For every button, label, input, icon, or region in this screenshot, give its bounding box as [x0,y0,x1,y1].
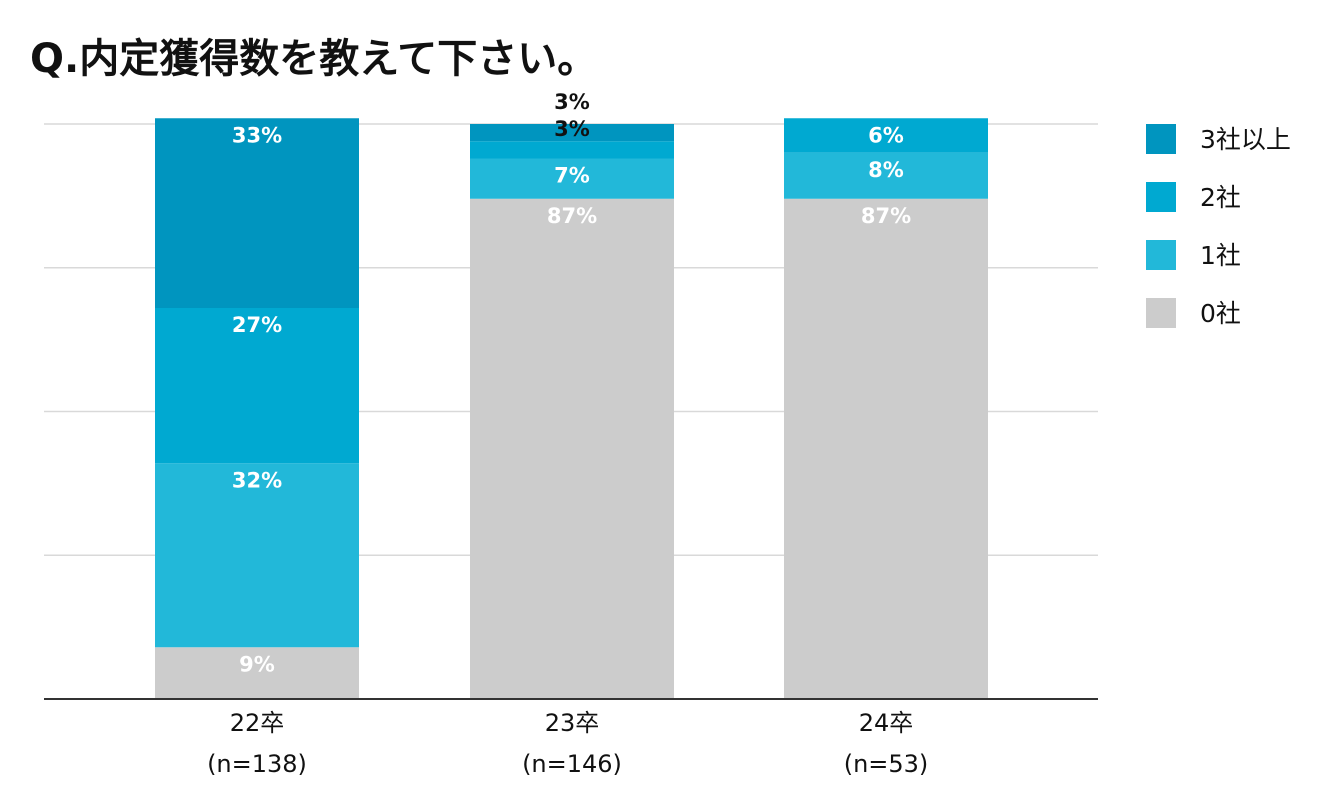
legend-label: 2社 [1200,183,1241,212]
legend: 3社以上 2社 1社 0社 [1146,124,1291,328]
legend-swatch [1146,240,1176,270]
bars [155,118,988,699]
chart-title: Q.内定獲得数を教えて下さい。 [30,36,598,82]
legend-swatch [1146,298,1176,328]
bar-segment [155,118,359,308]
data-label: 3% [554,90,590,114]
legend-label: 3社以上 [1200,125,1291,154]
data-label: 32% [232,468,282,492]
x-tick-label: 22卒 [230,709,285,737]
value-labels: 9% 32% 27% 33% 87% 7% 3% 3% 87% 8% 6% [232,90,911,676]
bar-segment [470,141,674,159]
legend-swatch [1146,124,1176,154]
x-tick-label: 23卒 [545,709,600,737]
legend-swatch [1146,182,1176,212]
bar-segment [470,158,674,199]
data-label: 33% [232,123,282,147]
data-label: 87% [547,204,597,228]
x-tick-sublabel: (n=146) [522,750,622,778]
x-tick-label: 24卒 [859,709,914,737]
bar-segment [155,647,359,699]
bar-segment [470,124,674,142]
x-tick-sublabel: (n=138) [207,750,307,778]
bar-segment [155,463,359,648]
x-tick-sublabel: (n=53) [844,750,929,778]
bar-segment [155,308,359,464]
bar-segment [784,198,988,699]
x-axis: 22卒 (n=138) 23卒 (n=146) 24卒 (n=53) [44,698,1098,778]
bar-segment [784,152,988,199]
bar-segment [784,118,988,153]
bar-segment [470,198,674,699]
data-label: 6% [868,123,904,147]
data-label: 87% [861,204,911,228]
data-label: 8% [868,158,904,182]
data-label: 27% [232,313,282,337]
legend-label: 1社 [1200,241,1241,270]
data-label: 9% [239,652,275,676]
legend-label: 0社 [1200,299,1241,328]
data-label: 3% [554,117,590,141]
data-label: 7% [554,164,590,188]
